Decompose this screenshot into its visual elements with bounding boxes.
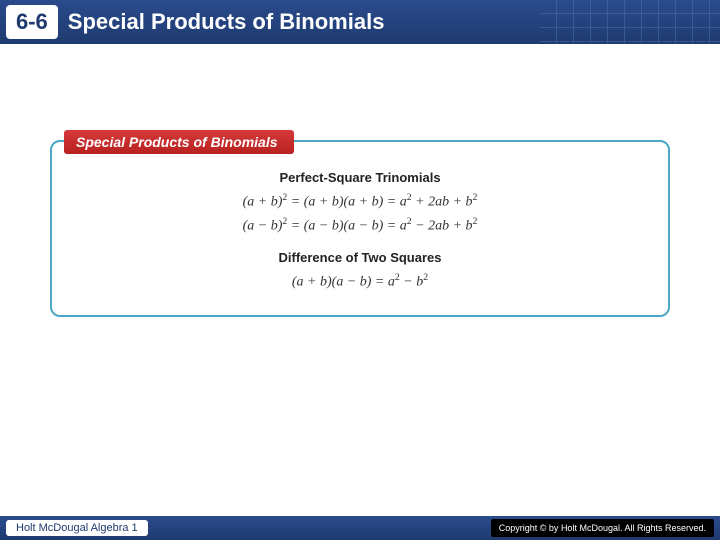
- formula: (a + b)(a − b) = a2 − b2: [72, 271, 648, 293]
- info-box-title: Special Products of Binomials: [64, 130, 294, 154]
- subsection-heading-1: Perfect-Square Trinomials: [72, 170, 648, 185]
- slide-header: 6-6 Special Products of Binomials: [0, 0, 720, 44]
- header-grid-decoration: [540, 0, 720, 44]
- section-number: 6-6: [6, 5, 58, 39]
- content-area: Special Products of Binomials Perfect-Sq…: [50, 140, 670, 317]
- subsection-heading-2: Difference of Two Squares: [72, 250, 648, 265]
- info-box: Special Products of Binomials Perfect-Sq…: [50, 140, 670, 317]
- slide-footer: Holt McDougal Algebra 1 Copyright © by H…: [0, 516, 720, 540]
- formula: (a + b)2 = (a + b)(a + b) = a2 + 2ab + b…: [72, 191, 648, 213]
- footer-publisher: Holt McDougal Algebra 1: [6, 520, 148, 536]
- formula: (a − b)2 = (a − b)(a − b) = a2 − 2ab + b…: [72, 215, 648, 237]
- header-title: Special Products of Binomials: [68, 9, 385, 35]
- footer-copyright: Copyright © by Holt McDougal. All Rights…: [491, 519, 714, 537]
